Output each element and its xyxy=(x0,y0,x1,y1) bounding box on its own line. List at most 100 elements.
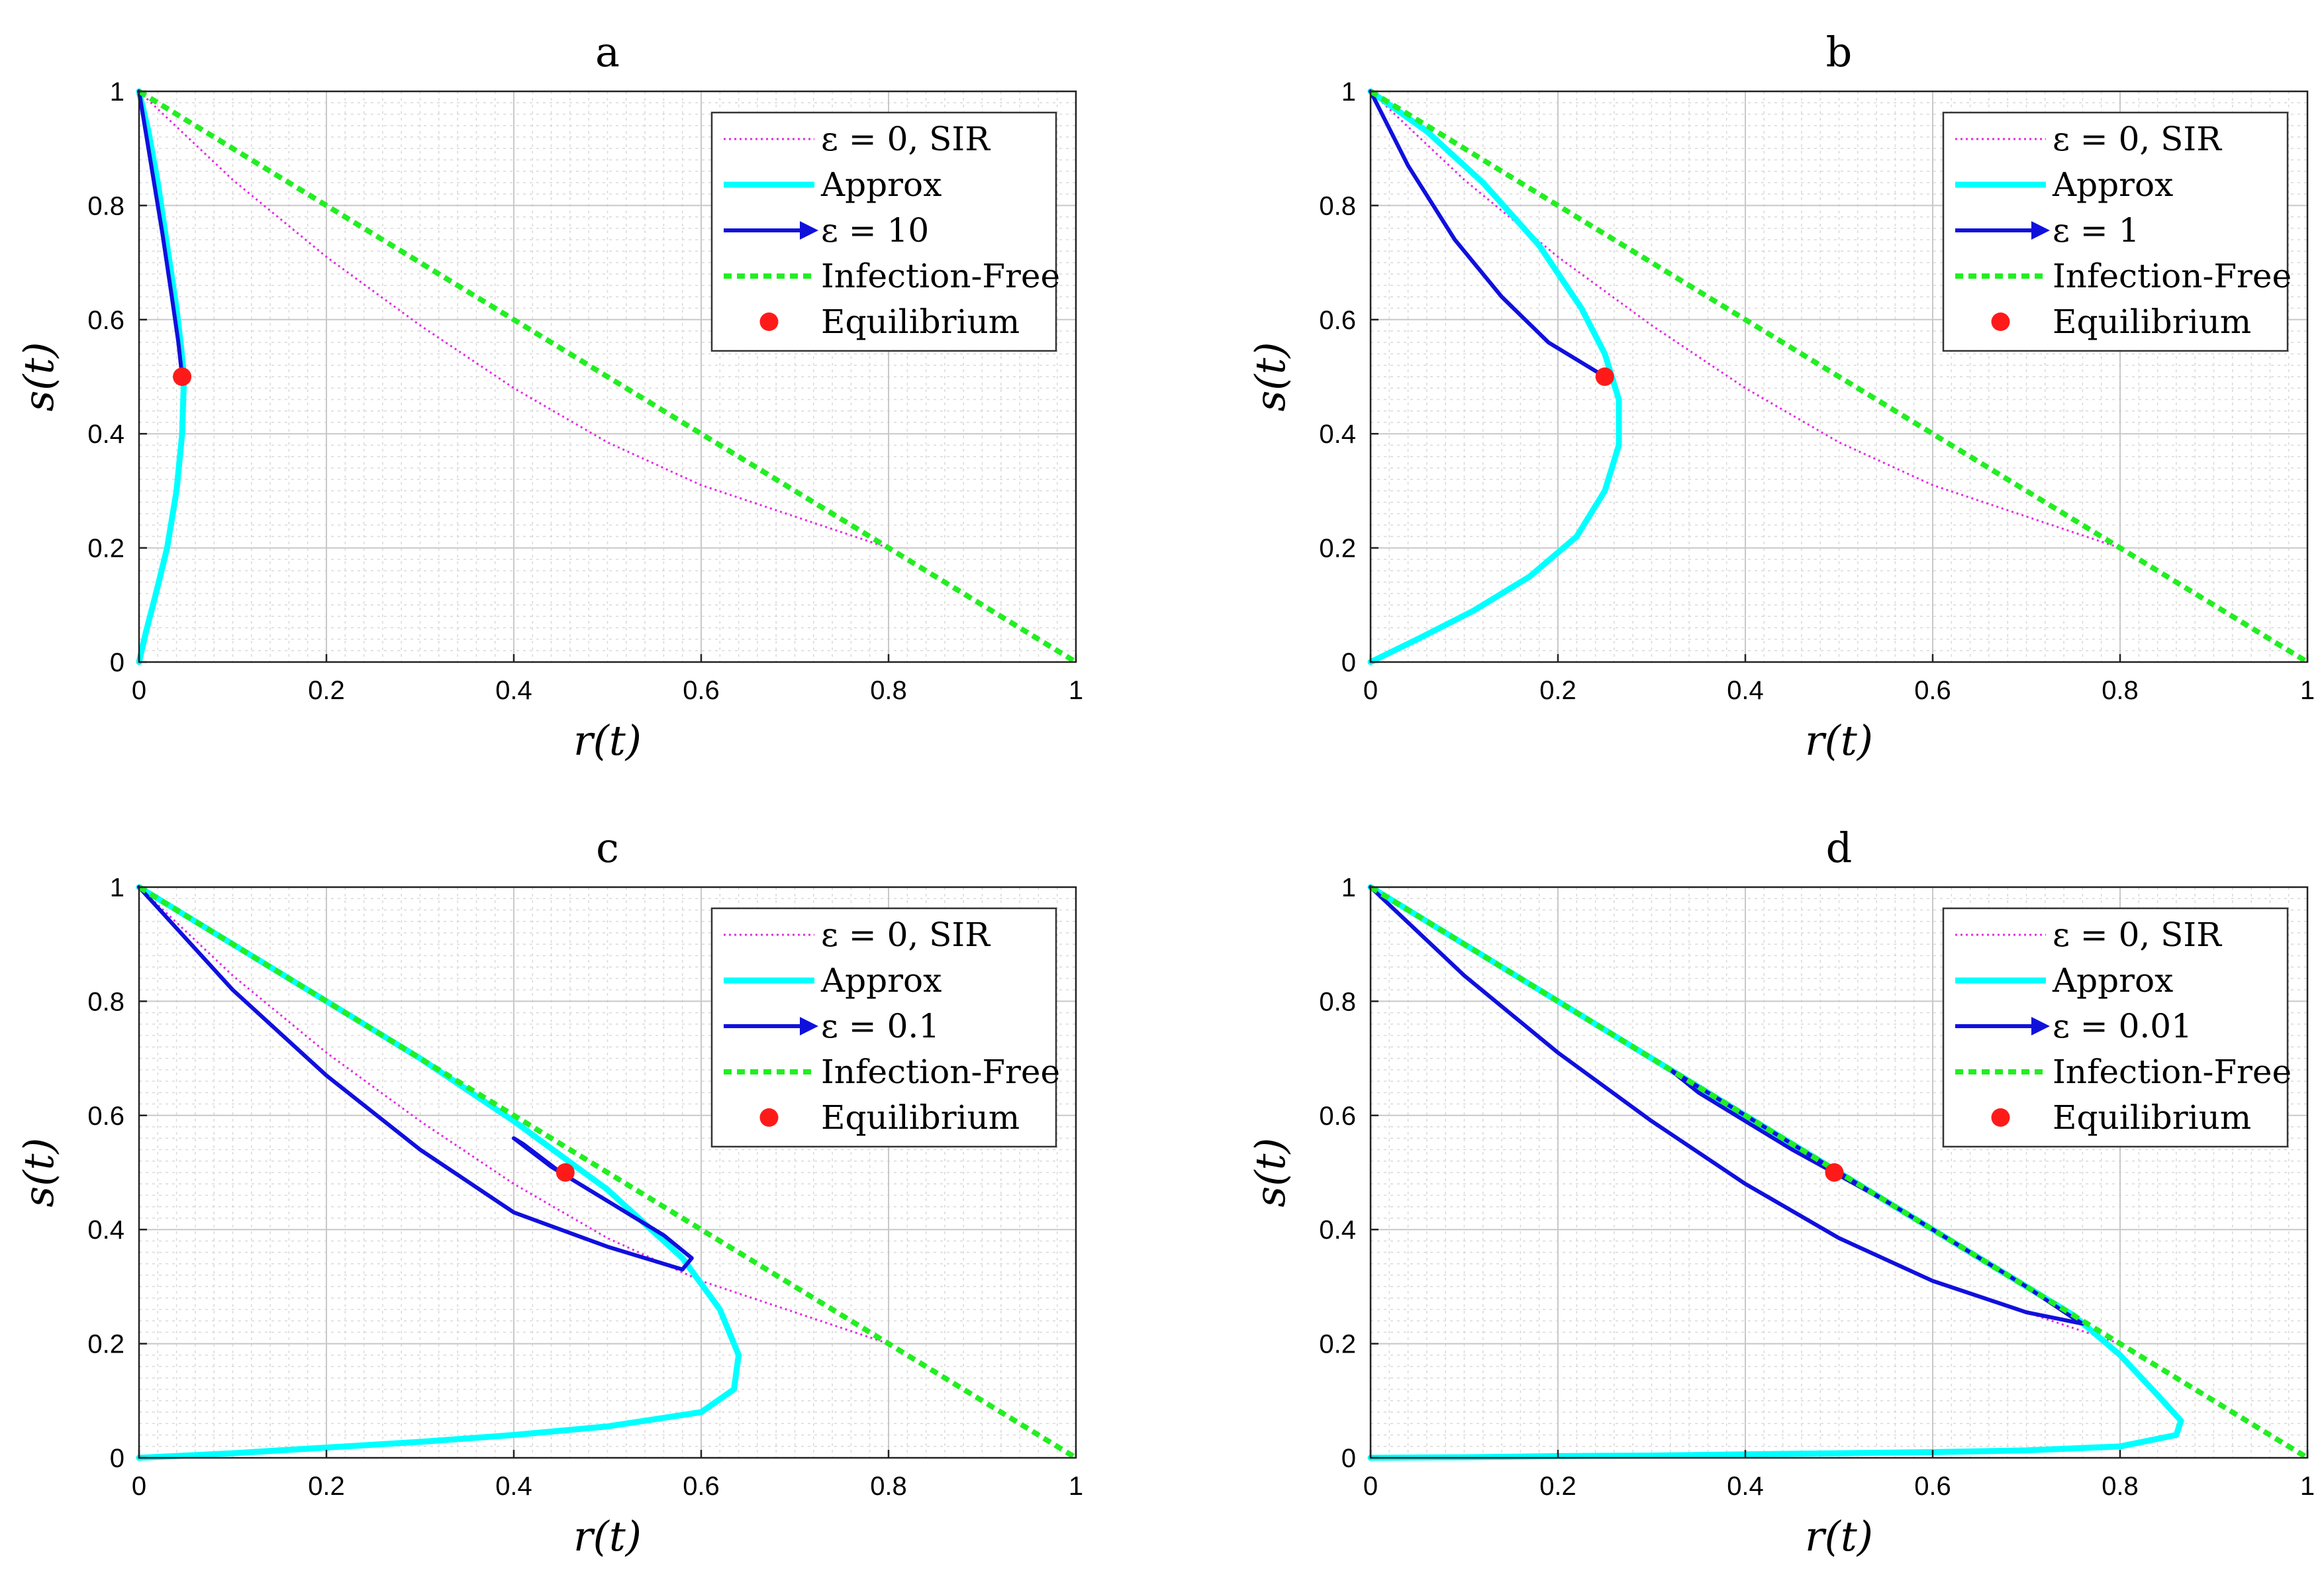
x-tick-label: 1 xyxy=(1069,676,1083,705)
legend-label: ε = 0, SIR xyxy=(821,120,991,158)
x-tick-label: 0.2 xyxy=(308,676,345,705)
legend-label: ε = 0, SIR xyxy=(2053,120,2222,158)
y-tick-label: 1 xyxy=(1341,77,1356,107)
legend-swatch-equilibrium xyxy=(1991,312,2010,331)
y-tick-label: 0.2 xyxy=(87,534,124,563)
series-line-cyan-solid xyxy=(1367,88,1622,665)
legend-label: ε = 0, SIR xyxy=(821,916,991,954)
panel-title: d xyxy=(1826,824,1853,872)
y-tick-label: 0 xyxy=(1341,1444,1356,1473)
legend-label: Equilibrium xyxy=(821,303,1020,341)
legend-swatch-equilibrium xyxy=(759,312,779,331)
legend-label: ε = 0.01 xyxy=(2053,1007,2192,1045)
x-tick-label: 0.4 xyxy=(1727,1472,1764,1501)
x-tick-label: 0.8 xyxy=(870,676,907,705)
legend-label: Equilibrium xyxy=(2053,1098,2251,1137)
series-line-blue-solid xyxy=(137,89,185,379)
y-tick-label: 1 xyxy=(110,873,124,902)
x-tick-label: 0 xyxy=(132,676,146,705)
x-tick-label: 0.8 xyxy=(2102,676,2139,705)
arrow-icon xyxy=(2031,221,2050,240)
x-tick-label: 1 xyxy=(2300,676,2315,705)
y-tick-label: 0.6 xyxy=(1319,1102,1356,1131)
y-tick-label: 0.8 xyxy=(87,191,124,220)
x-tick-label: 0 xyxy=(1363,676,1378,705)
y-tick-label: 1 xyxy=(110,77,124,107)
axes-box xyxy=(1369,886,2309,1459)
x-tick-label: 1 xyxy=(1069,1472,1083,1501)
legend: ε = 0, SIR Approx ε = 1 Infection-Free Equil… xyxy=(1942,111,2292,352)
series-line-blue-solid xyxy=(1369,89,1607,379)
series-line-blue-solid xyxy=(137,885,694,1272)
legend-label: ε = 1 xyxy=(2053,211,2139,250)
x-tick-label: 0.2 xyxy=(1539,1472,1576,1501)
legend-label: ε = 0.1 xyxy=(821,1007,940,1045)
arrow-icon xyxy=(800,221,818,240)
x-tick-label: 0.6 xyxy=(1914,1472,1951,1501)
x-tick-label: 0.6 xyxy=(683,676,720,705)
y-tick-label: 0.2 xyxy=(87,1330,124,1359)
y-tick-label: 0.4 xyxy=(1319,420,1356,449)
x-tick-label: 0.6 xyxy=(683,1472,720,1501)
legend-label: Infection-Free xyxy=(821,1053,1060,1091)
y-tick-label: 0.4 xyxy=(1319,1216,1356,1245)
y-tick-label: 0 xyxy=(110,648,124,677)
legend-label: Infection-Free xyxy=(821,257,1060,295)
y-tick-label: 0.6 xyxy=(87,1102,124,1131)
panel-a: 0 0.2 0.4 0.6 0.8 1 0 0.2 0.4 0.6 0.8 1 a r(t) s(t) ε =… xyxy=(15,28,1083,765)
x-tick-label: 0.4 xyxy=(495,676,532,705)
legend-label: ε = 0, SIR xyxy=(2053,916,2222,954)
y-tick-label: 0.2 xyxy=(1319,1330,1356,1359)
y-axis-label: s(t) xyxy=(15,342,63,411)
x-axis-label: r(t) xyxy=(1805,1512,1873,1560)
x-tick-label: 0.2 xyxy=(1539,676,1576,705)
series-line-green-dashed xyxy=(137,884,1078,1460)
axes-box xyxy=(138,886,1077,1459)
legend: ε = 0, SIR Approx ε = 10 Infection-Free Equi… xyxy=(710,111,1060,352)
x-tick-label: 1 xyxy=(2300,1472,2315,1501)
equilibrium-point xyxy=(1595,367,1614,386)
x-tick-label: 0.4 xyxy=(495,1472,532,1501)
x-tick-label: 0 xyxy=(132,1472,146,1501)
y-tick-label: 0.8 xyxy=(1319,191,1356,220)
series-line-green-dashed xyxy=(1369,89,2309,665)
equilibrium-point xyxy=(173,367,192,386)
panel-c: 0 0.2 0.4 0.6 0.8 1 0 0.2 0.4 0.6 0.8 1 c r(t) s(t) ε =… xyxy=(15,824,1083,1560)
arrow-icon xyxy=(800,1017,818,1035)
legend-label: Equilibrium xyxy=(2053,303,2251,341)
panel-title: a xyxy=(595,28,620,76)
y-tick-label: 0.2 xyxy=(1319,534,1356,563)
x-axis-label: r(t) xyxy=(1805,716,1873,765)
y-tick-label: 0 xyxy=(1341,648,1356,677)
x-tick-label: 0 xyxy=(1363,1472,1378,1501)
legend: ε = 0, SIR Approx ε = 0.01 Infection-Free Eq… xyxy=(1942,907,2292,1148)
x-tick-label: 0.8 xyxy=(870,1472,907,1501)
legend: ε = 0, SIR Approx ε = 0.1 Infection-Free Equ… xyxy=(710,907,1060,1148)
panel-b: 0 0.2 0.4 0.6 0.8 1 0 0.2 0.4 0.6 0.8 1 b r(t) s(t) ε =… xyxy=(1246,28,2315,765)
panel-title: b xyxy=(1826,28,1853,76)
x-tick-label: 0.8 xyxy=(2102,1472,2139,1501)
x-tick-label: 0.2 xyxy=(308,1472,345,1501)
legend-label: Infection-Free xyxy=(2053,257,2292,295)
axes-box xyxy=(138,90,1077,663)
x-axis-label: r(t) xyxy=(573,716,642,765)
y-tick-label: 0 xyxy=(110,1444,124,1473)
y-tick-label: 0.8 xyxy=(1319,987,1356,1016)
panel-title: c xyxy=(596,824,619,872)
legend-label: Approx xyxy=(2052,961,2173,1000)
x-axis-label: r(t) xyxy=(573,1512,642,1560)
y-tick-label: 0.8 xyxy=(87,987,124,1016)
y-axis-label: s(t) xyxy=(1246,342,1294,411)
y-tick-label: 1 xyxy=(1341,873,1356,902)
legend-label: Infection-Free xyxy=(2053,1053,2292,1091)
y-axis-label: s(t) xyxy=(15,1137,63,1207)
y-axis-label: s(t) xyxy=(1246,1137,1294,1207)
legend-swatch-equilibrium xyxy=(759,1108,779,1127)
legend-label: Approx xyxy=(2052,166,2173,204)
x-tick-label: 0.6 xyxy=(1914,676,1951,705)
equilibrium-point xyxy=(556,1163,575,1182)
series-line-green-dashed xyxy=(137,89,1078,665)
arrow-icon xyxy=(2031,1017,2050,1035)
y-tick-label: 0.6 xyxy=(1319,306,1356,335)
y-tick-label: 0.6 xyxy=(87,306,124,335)
